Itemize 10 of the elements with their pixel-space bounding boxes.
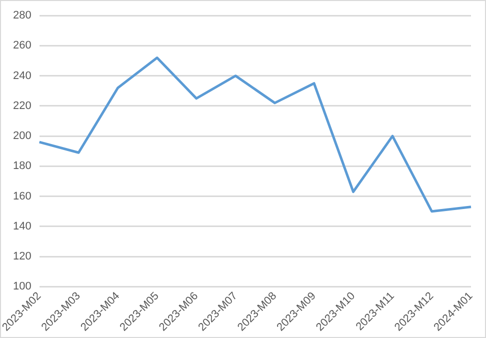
y-tick-label: 220 — [12, 100, 32, 112]
y-tick-label: 140 — [12, 220, 32, 232]
y-tick-label: 100 — [12, 280, 32, 293]
y-tick-label: 160 — [12, 190, 32, 202]
y-tick-label: 120 — [12, 250, 32, 263]
y-tick-label: 240 — [12, 70, 32, 82]
y-tick-label: 280 — [12, 10, 32, 22]
y-tick-label: 260 — [12, 40, 32, 52]
y-tick-label: 200 — [12, 130, 32, 142]
y-tick-label: 180 — [12, 160, 32, 172]
